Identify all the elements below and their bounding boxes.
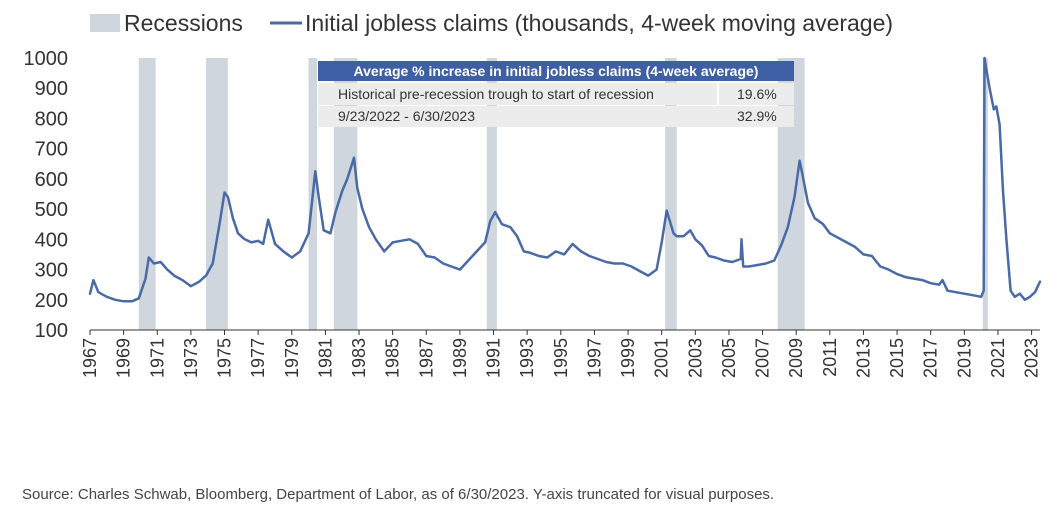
stats-table-row-2-value: 32.9% bbox=[737, 108, 777, 124]
y-tick-label: 700 bbox=[35, 139, 68, 161]
y-axis: 100 200 300 400 500 600 700 800 900 1000 bbox=[24, 48, 69, 342]
x-tick-label: 1999 bbox=[618, 338, 638, 378]
x-tick-label: 2015 bbox=[887, 338, 907, 378]
recession-band-2 bbox=[206, 58, 228, 330]
claims-line bbox=[88, 56, 1042, 303]
x-tick-label: 1973 bbox=[181, 338, 201, 378]
x-tick-label: 1983 bbox=[349, 338, 369, 378]
x-tick-label: 2003 bbox=[685, 338, 705, 378]
x-tick-label: 1993 bbox=[517, 338, 537, 378]
x-tick-label: 2007 bbox=[753, 338, 773, 378]
x-tick-label: 2017 bbox=[921, 338, 941, 378]
x-tick-label: 2021 bbox=[988, 338, 1008, 378]
legend-recessions-label: Recessions bbox=[124, 10, 243, 36]
recession-band-5 bbox=[486, 58, 497, 330]
x-tick-label: 1979 bbox=[282, 338, 302, 378]
x-tick-label: 2001 bbox=[652, 338, 672, 378]
y-tick-label: 800 bbox=[35, 108, 68, 130]
x-tick-label: 2023 bbox=[1022, 338, 1042, 378]
x-tick-label: 1997 bbox=[584, 338, 604, 378]
x-tick-label: 2011 bbox=[820, 338, 840, 377]
recession-band-8 bbox=[982, 58, 988, 330]
x-tick-label: 1995 bbox=[551, 338, 571, 378]
y-tick-label: 400 bbox=[35, 229, 68, 251]
x-tick-label: 2005 bbox=[719, 338, 739, 378]
claims-series bbox=[88, 56, 1042, 303]
stats-table-row2-bg bbox=[318, 106, 794, 127]
x-tick-label: 1971 bbox=[147, 338, 167, 378]
y-tick-label: 900 bbox=[35, 78, 68, 100]
x-tick-label: 1987 bbox=[416, 338, 436, 378]
stats-table-title: Average % increase in initial jobless cl… bbox=[354, 63, 759, 79]
x-tick-label: 1975 bbox=[215, 338, 235, 378]
recession-band-6 bbox=[665, 58, 677, 330]
legend-claims-label: Initial jobless claims (thousands, 4-wee… bbox=[305, 10, 893, 36]
x-tick-label: 1985 bbox=[383, 338, 403, 378]
x-tick-label: 1967 bbox=[80, 338, 100, 378]
x-tick-label: 1991 bbox=[484, 338, 504, 378]
y-tick-label: 100 bbox=[35, 320, 68, 342]
stats-table: Average % increase in initial jobless cl… bbox=[318, 61, 794, 127]
y-tick-label: 600 bbox=[35, 169, 68, 191]
chart: Recessions Initial jobless claims (thous… bbox=[24, 10, 1042, 378]
x-tick-label: 2019 bbox=[954, 338, 974, 378]
y-tick-label: 500 bbox=[35, 199, 68, 221]
stats-table-row-1-label: Historical pre-recession trough to start… bbox=[338, 86, 654, 102]
x-tick-label: 1969 bbox=[114, 338, 134, 378]
stats-table-header-bg bbox=[318, 61, 794, 81]
y-tick-label: 300 bbox=[35, 260, 68, 282]
x-tick-label: 1981 bbox=[315, 338, 335, 378]
x-tick-label: 1989 bbox=[450, 338, 470, 378]
legend-recessions-swatch bbox=[90, 14, 120, 32]
stats-table-row-bg bbox=[318, 83, 794, 105]
x-tick-label: 2009 bbox=[786, 338, 806, 378]
legend: Recessions Initial jobless claims (thous… bbox=[90, 10, 893, 36]
y-tick-label: 200 bbox=[35, 290, 68, 312]
stats-table-row-1-value: 19.6% bbox=[737, 86, 777, 102]
x-tick-label: 2013 bbox=[853, 338, 873, 378]
stats-table-row-2-label: 9/23/2022 - 6/30/2023 bbox=[338, 108, 475, 124]
source-note: Source: Charles Schwab, Bloomberg, Depar… bbox=[22, 486, 775, 503]
y-tick-label: 1000 bbox=[24, 48, 69, 70]
x-tick-label: 1977 bbox=[248, 338, 268, 378]
x-axis: 1967 1969 1971 1973 1975 1977 1979 1981 1983 1985… bbox=[80, 329, 1042, 378]
